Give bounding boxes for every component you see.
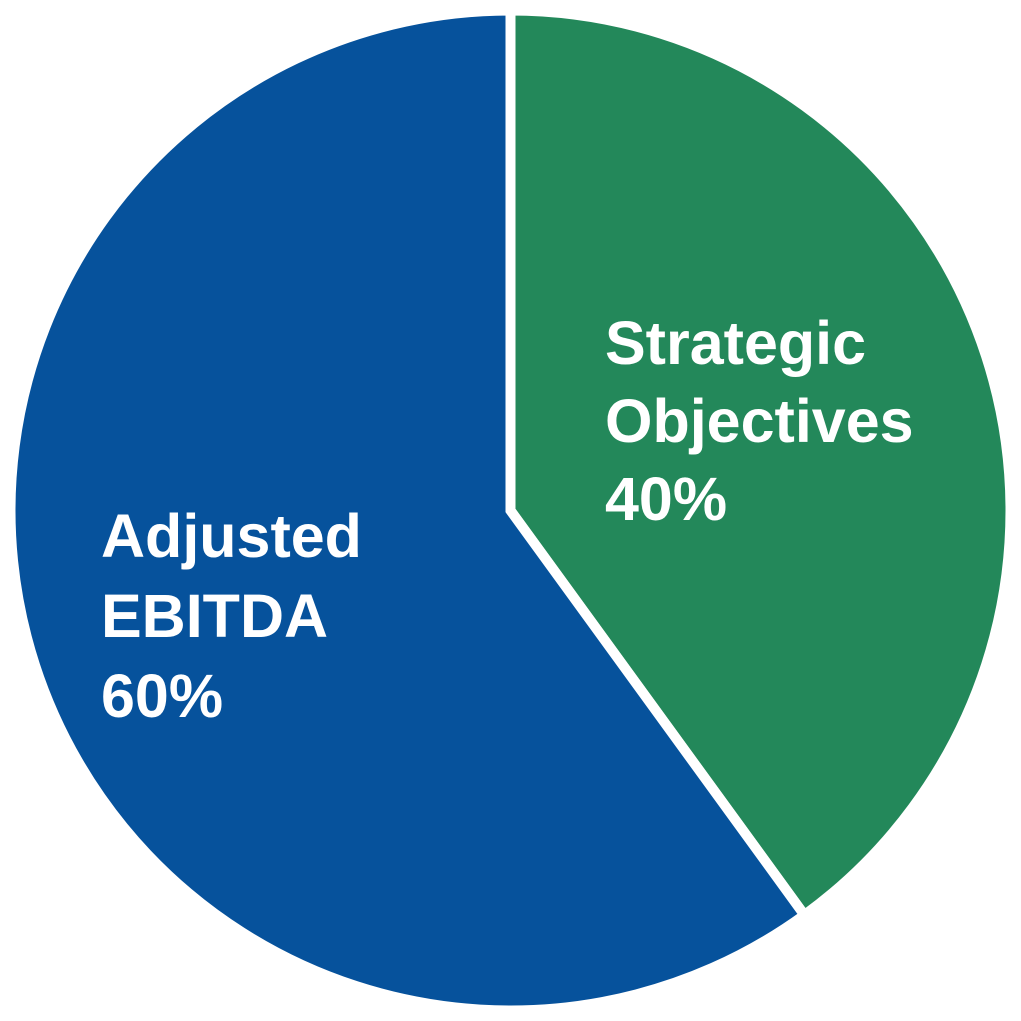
adjusted-ebitda-label: Adjusted EBITDA 60% bbox=[101, 502, 379, 730]
pie-labels: Strategic Objectives 40% Adjusted EBITDA… bbox=[101, 309, 931, 730]
adjusted-ebitda-value-label: 60% bbox=[101, 662, 223, 730]
strategic-objectives-label-line-1: Strategic bbox=[605, 309, 866, 377]
strategic-objectives-value-label: 40% bbox=[605, 465, 727, 533]
strategic-objectives-label-line-2: Objectives bbox=[605, 387, 914, 455]
adjusted-ebitda-label-line-1: Adjusted bbox=[101, 502, 362, 570]
adjusted-ebitda-slice bbox=[5, 5, 812, 1016]
adjusted-ebitda-label-line-2: EBITDA bbox=[101, 582, 327, 650]
pie-slices bbox=[5, 5, 1016, 1016]
strategic-objectives-slice bbox=[505, 5, 1016, 922]
strategic-objectives-label: Strategic Objectives 40% bbox=[605, 309, 931, 533]
